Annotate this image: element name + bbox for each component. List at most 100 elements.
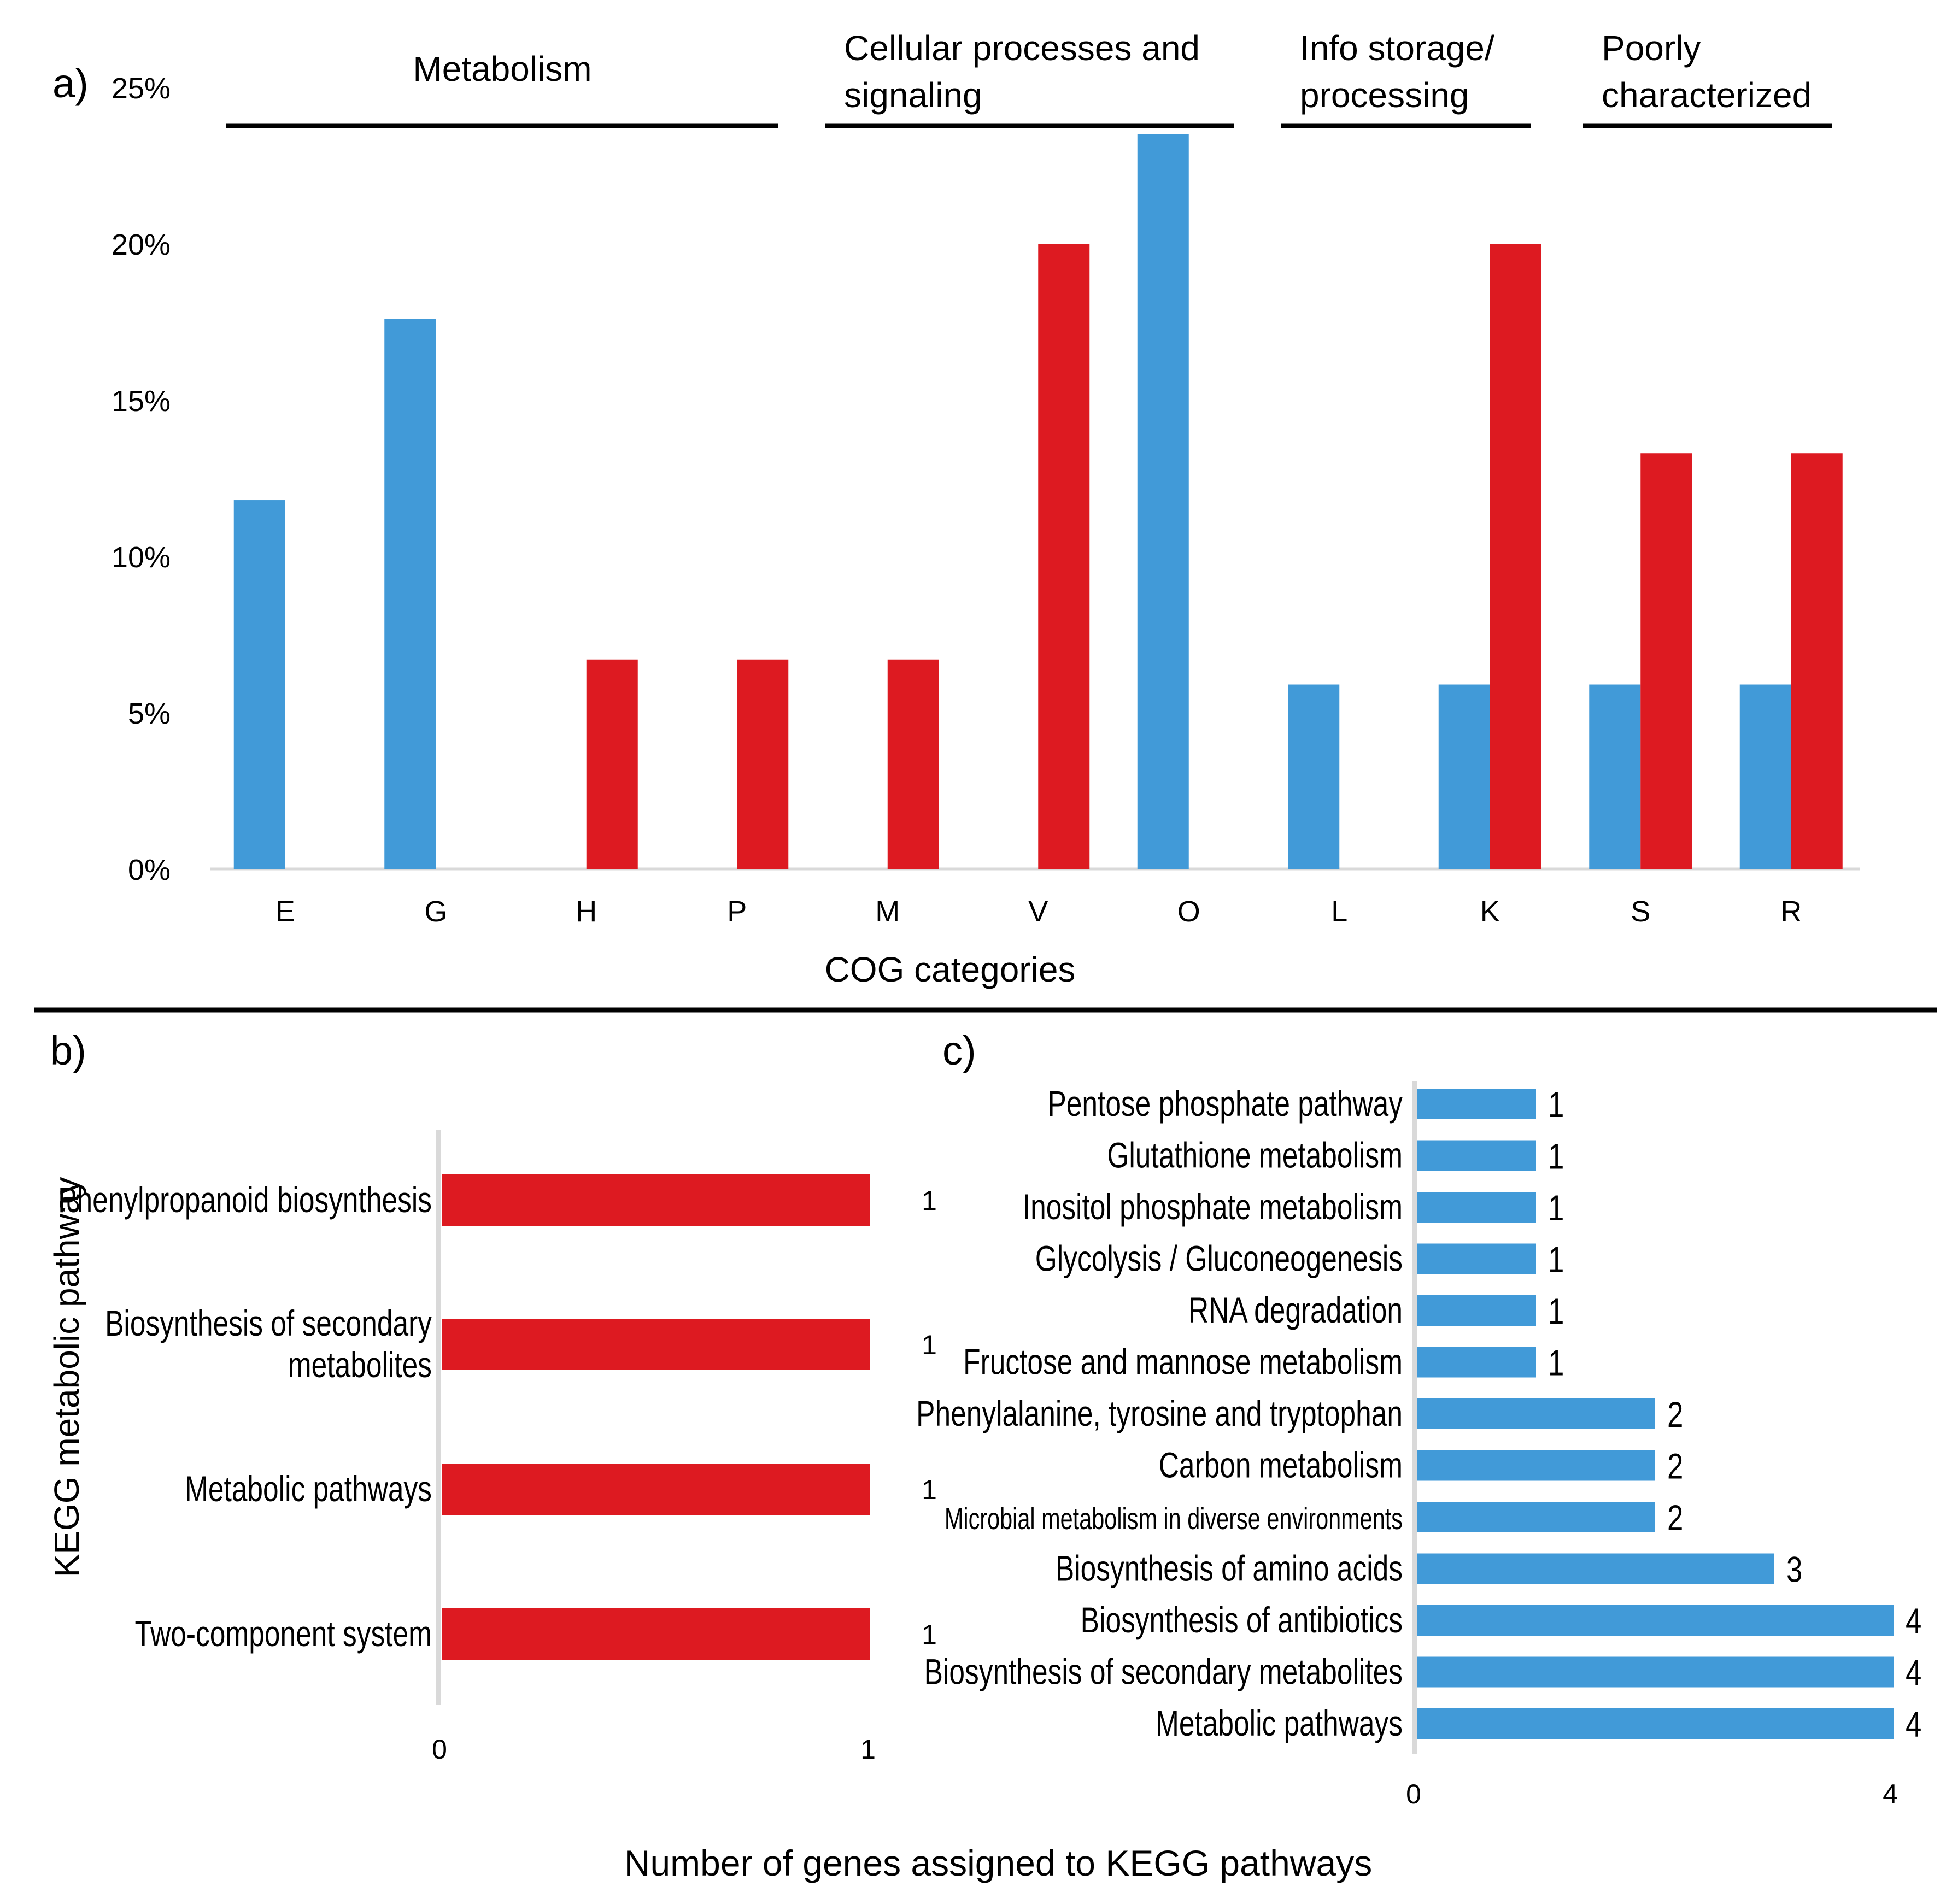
panel-label-c: c) xyxy=(942,1028,976,1073)
chart-a-bar-O-blue xyxy=(1137,134,1189,869)
chart-b-bar xyxy=(442,1464,870,1515)
chart-b-bars xyxy=(442,1174,870,1660)
chart-a-group-label: Cellular processes and xyxy=(844,28,1200,68)
chart-b-value-labels: 1 1 1 1 xyxy=(922,1185,937,1650)
chart-b-bar xyxy=(442,1174,870,1226)
chart-c-value-label: 1 xyxy=(1548,1343,1564,1383)
chart-c-bar xyxy=(1417,1398,1655,1429)
chart-c-bar xyxy=(1417,1656,1894,1688)
chart-c-value-label: 1 xyxy=(1548,1291,1564,1331)
chart-a-bar-R-blue xyxy=(1739,684,1791,869)
chart-a-bar-R-red xyxy=(1791,453,1843,869)
chart-a-bar-K-red xyxy=(1490,244,1541,869)
chart-a-y-tick-label: 0% xyxy=(128,854,171,886)
chart-c-value-label: 1 xyxy=(1548,1188,1564,1228)
chart-c-category-label: Glycolysis / Gluconeogenesis xyxy=(1035,1238,1403,1279)
chart-c-x-tick-label: 0 xyxy=(1406,1779,1421,1809)
chart-c-value-label: 2 xyxy=(1667,1446,1683,1486)
chart-b-category-labels: Phenylpropanoid biosynthesis Biosynthesis… xyxy=(58,1179,432,1654)
chart-c-value-label: 1 xyxy=(1548,1136,1564,1177)
chart-c-bar xyxy=(1417,1450,1655,1481)
chart-c-bars xyxy=(1417,1089,1894,1739)
chart-c-value-label: 4 xyxy=(1906,1653,1921,1693)
chart-b-x-tick-label: 0 xyxy=(432,1734,447,1765)
chart-c-value-label: 4 xyxy=(1906,1601,1921,1641)
chart-a-bar-P-red xyxy=(737,659,789,869)
chart-a-y-tick-label: 15% xyxy=(112,385,171,418)
chart-a-bar-S-blue xyxy=(1589,684,1641,869)
chart-b-category-label: Two-component system xyxy=(135,1613,432,1654)
chart-c-category-label: Biosynthesis of secondary metabolites xyxy=(924,1651,1403,1692)
chart-c-value-label: 2 xyxy=(1667,1497,1683,1538)
chart-c-bar xyxy=(1417,1553,1774,1584)
chart-a-group-annotations: Metabolism Cellular processes and signalin… xyxy=(226,28,1832,128)
chart-a-x-tick-label: G xyxy=(424,895,447,928)
chart-c-category-label: Inositol phosphate metabolism xyxy=(1023,1186,1403,1227)
chart-a-bar-M-red xyxy=(887,659,939,869)
chart-a-x-tick-label: R xyxy=(1780,895,1802,928)
chart-a-x-axis-title: COG categories xyxy=(825,950,1076,989)
chart-c-category-label: Metabolic pathways xyxy=(1156,1703,1403,1744)
chart-a-x-tick-label: L xyxy=(1331,895,1347,928)
chart-a-bar-G-blue xyxy=(384,319,436,869)
chart-a-group-label: Metabolism xyxy=(413,49,591,89)
chart-b-kegg-pathways: Phenylpropanoid biosynthesis Biosynthesis… xyxy=(47,1130,937,1765)
chart-a-x-tick-label: K xyxy=(1480,895,1500,928)
chart-c-category-label: Fructose and mannose metabolism xyxy=(963,1341,1403,1382)
chart-c-category-label: Microbial metabolism in diverse environm… xyxy=(945,1502,1403,1536)
chart-c-bar xyxy=(1417,1243,1536,1274)
chart-a-group-label: Poorly xyxy=(1602,28,1701,68)
chart-c-category-label: Glutathione metabolism xyxy=(1107,1135,1403,1176)
chart-a-bar-L-blue xyxy=(1288,684,1340,869)
chart-c-category-label: RNA degradation xyxy=(1188,1290,1403,1331)
chart-c-value-label: 4 xyxy=(1906,1704,1921,1744)
chart-a-x-tick-label: E xyxy=(275,895,295,928)
chart-b-x-tick-label: 1 xyxy=(860,1734,876,1765)
chart-c-bar xyxy=(1417,1295,1536,1326)
chart-b-category-label: Phenylpropanoid biosynthesis xyxy=(58,1179,432,1220)
chart-a-group-label: signaling xyxy=(844,75,982,115)
chart-a-x-tick-label: M xyxy=(875,895,900,928)
chart-c-value-label: 1 xyxy=(1548,1239,1564,1280)
chart-c-bar xyxy=(1417,1708,1894,1739)
chart-a-x-tick-label: O xyxy=(1177,895,1200,928)
panel-label-b: b) xyxy=(50,1028,86,1073)
chart-c-value-label: 3 xyxy=(1786,1549,1802,1590)
chart-c-value-label: 1 xyxy=(1548,1084,1564,1125)
chart-a-group-label: processing xyxy=(1300,75,1469,115)
chart-a-cog-categories: 0% 5% 10% 15% 20% 25% Metabolism Cellular proc… xyxy=(112,28,1860,989)
chart-c-bar xyxy=(1417,1347,1536,1378)
chart-b-category-label: metabolites xyxy=(288,1344,432,1385)
chart-c-bar xyxy=(1417,1140,1536,1171)
chart-c-kegg-pathways: Pentose phosphate pathway Glutathione met… xyxy=(916,1081,1921,1809)
chart-a-x-tick-label: P xyxy=(727,895,747,928)
chart-c-bar xyxy=(1417,1192,1536,1223)
chart-a-bar-S-red xyxy=(1640,453,1692,869)
chart-a-x-tick-label: V xyxy=(1028,895,1048,928)
chart-c-value-label: 2 xyxy=(1667,1394,1683,1435)
chart-a-x-tick-label: H xyxy=(576,895,597,928)
chart-a-bar-H-red xyxy=(586,659,638,869)
chart-a-bar-K-blue xyxy=(1438,684,1490,869)
chart-c-category-label: Phenylalanine, tyrosine and tryptophan xyxy=(916,1393,1403,1434)
chart-c-bar xyxy=(1417,1502,1655,1532)
chart-a-bar-V-red xyxy=(1038,244,1090,869)
chart-a-group-label: Info storage/ xyxy=(1300,28,1494,68)
chart-c-value-labels: 1 1 1 1 1 1 2 2 2 3 4 4 4 xyxy=(1548,1084,1921,1744)
chart-b-bar xyxy=(442,1319,870,1370)
chart-c-category-label: Biosynthesis of amino acids xyxy=(1056,1548,1403,1589)
chart-c-bar xyxy=(1417,1089,1536,1119)
chart-b-value-label: 1 xyxy=(922,1185,937,1216)
chart-a-y-tick-label: 25% xyxy=(112,72,171,105)
chart-a-y-tick-label: 20% xyxy=(112,228,171,261)
chart-a-y-tick-labels: 0% 5% 10% 15% 20% 25% xyxy=(112,72,171,886)
chart-a-x-tick-label: S xyxy=(1631,895,1650,928)
chart-b-bar xyxy=(442,1608,870,1660)
chart-c-x-tick-label: 4 xyxy=(1883,1779,1898,1809)
chart-b-value-label: 1 xyxy=(922,1619,937,1650)
chart-a-y-tick-label: 10% xyxy=(112,541,171,574)
